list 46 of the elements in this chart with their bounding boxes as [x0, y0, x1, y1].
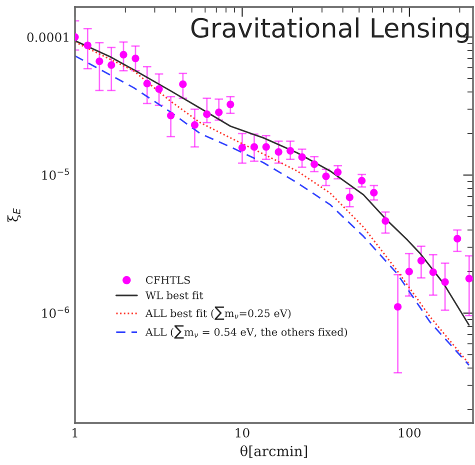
y-tick-label: 10$^{−6}$ [42, 306, 70, 318]
point [429, 268, 437, 276]
legend-label: ALL (∑m$_{ν}$ = 0.54 eV, the others fixed) [145, 325, 348, 339]
x-tick-label: 100 [399, 428, 421, 438]
point [346, 194, 354, 202]
x-axis-title: θ[arcmin] [240, 445, 308, 458]
y-axis-title: ξ$_{E}$ [7, 208, 21, 222]
point [96, 58, 104, 66]
chart-title: Gravitational Lensing [191, 17, 469, 43]
legend-label: CFHTLS [146, 276, 190, 284]
point [238, 144, 246, 152]
point [405, 268, 413, 276]
point [358, 176, 366, 185]
point [441, 278, 449, 286]
point [417, 256, 425, 264]
point [322, 172, 330, 180]
point [166, 112, 175, 120]
point [465, 274, 473, 282]
point [262, 143, 270, 151]
y-tick-label: 10$^{−5}$ [42, 168, 69, 180]
point [190, 121, 199, 129]
x-tick-label: 10 [236, 428, 250, 438]
legend-label: ALL best fit (∑m$_{ν}$=0.25 eV) [145, 306, 291, 320]
point [226, 100, 234, 108]
point [382, 217, 390, 225]
point [394, 303, 402, 311]
point [120, 50, 128, 58]
point [132, 54, 140, 62]
y-tick-label: 0.0001 [27, 32, 68, 42]
point [454, 234, 462, 243]
point [310, 160, 318, 168]
point [203, 110, 211, 118]
legend-label: WL best fit [145, 291, 204, 300]
point [298, 153, 306, 161]
point [274, 148, 282, 156]
point [143, 80, 151, 88]
point [250, 143, 258, 151]
point [84, 42, 92, 50]
point [215, 108, 223, 116]
point [334, 168, 342, 176]
point [286, 146, 294, 155]
point [155, 85, 163, 93]
x-tick-label: 1 [72, 428, 78, 438]
point [370, 188, 378, 197]
point [108, 61, 116, 69]
point [179, 80, 187, 88]
